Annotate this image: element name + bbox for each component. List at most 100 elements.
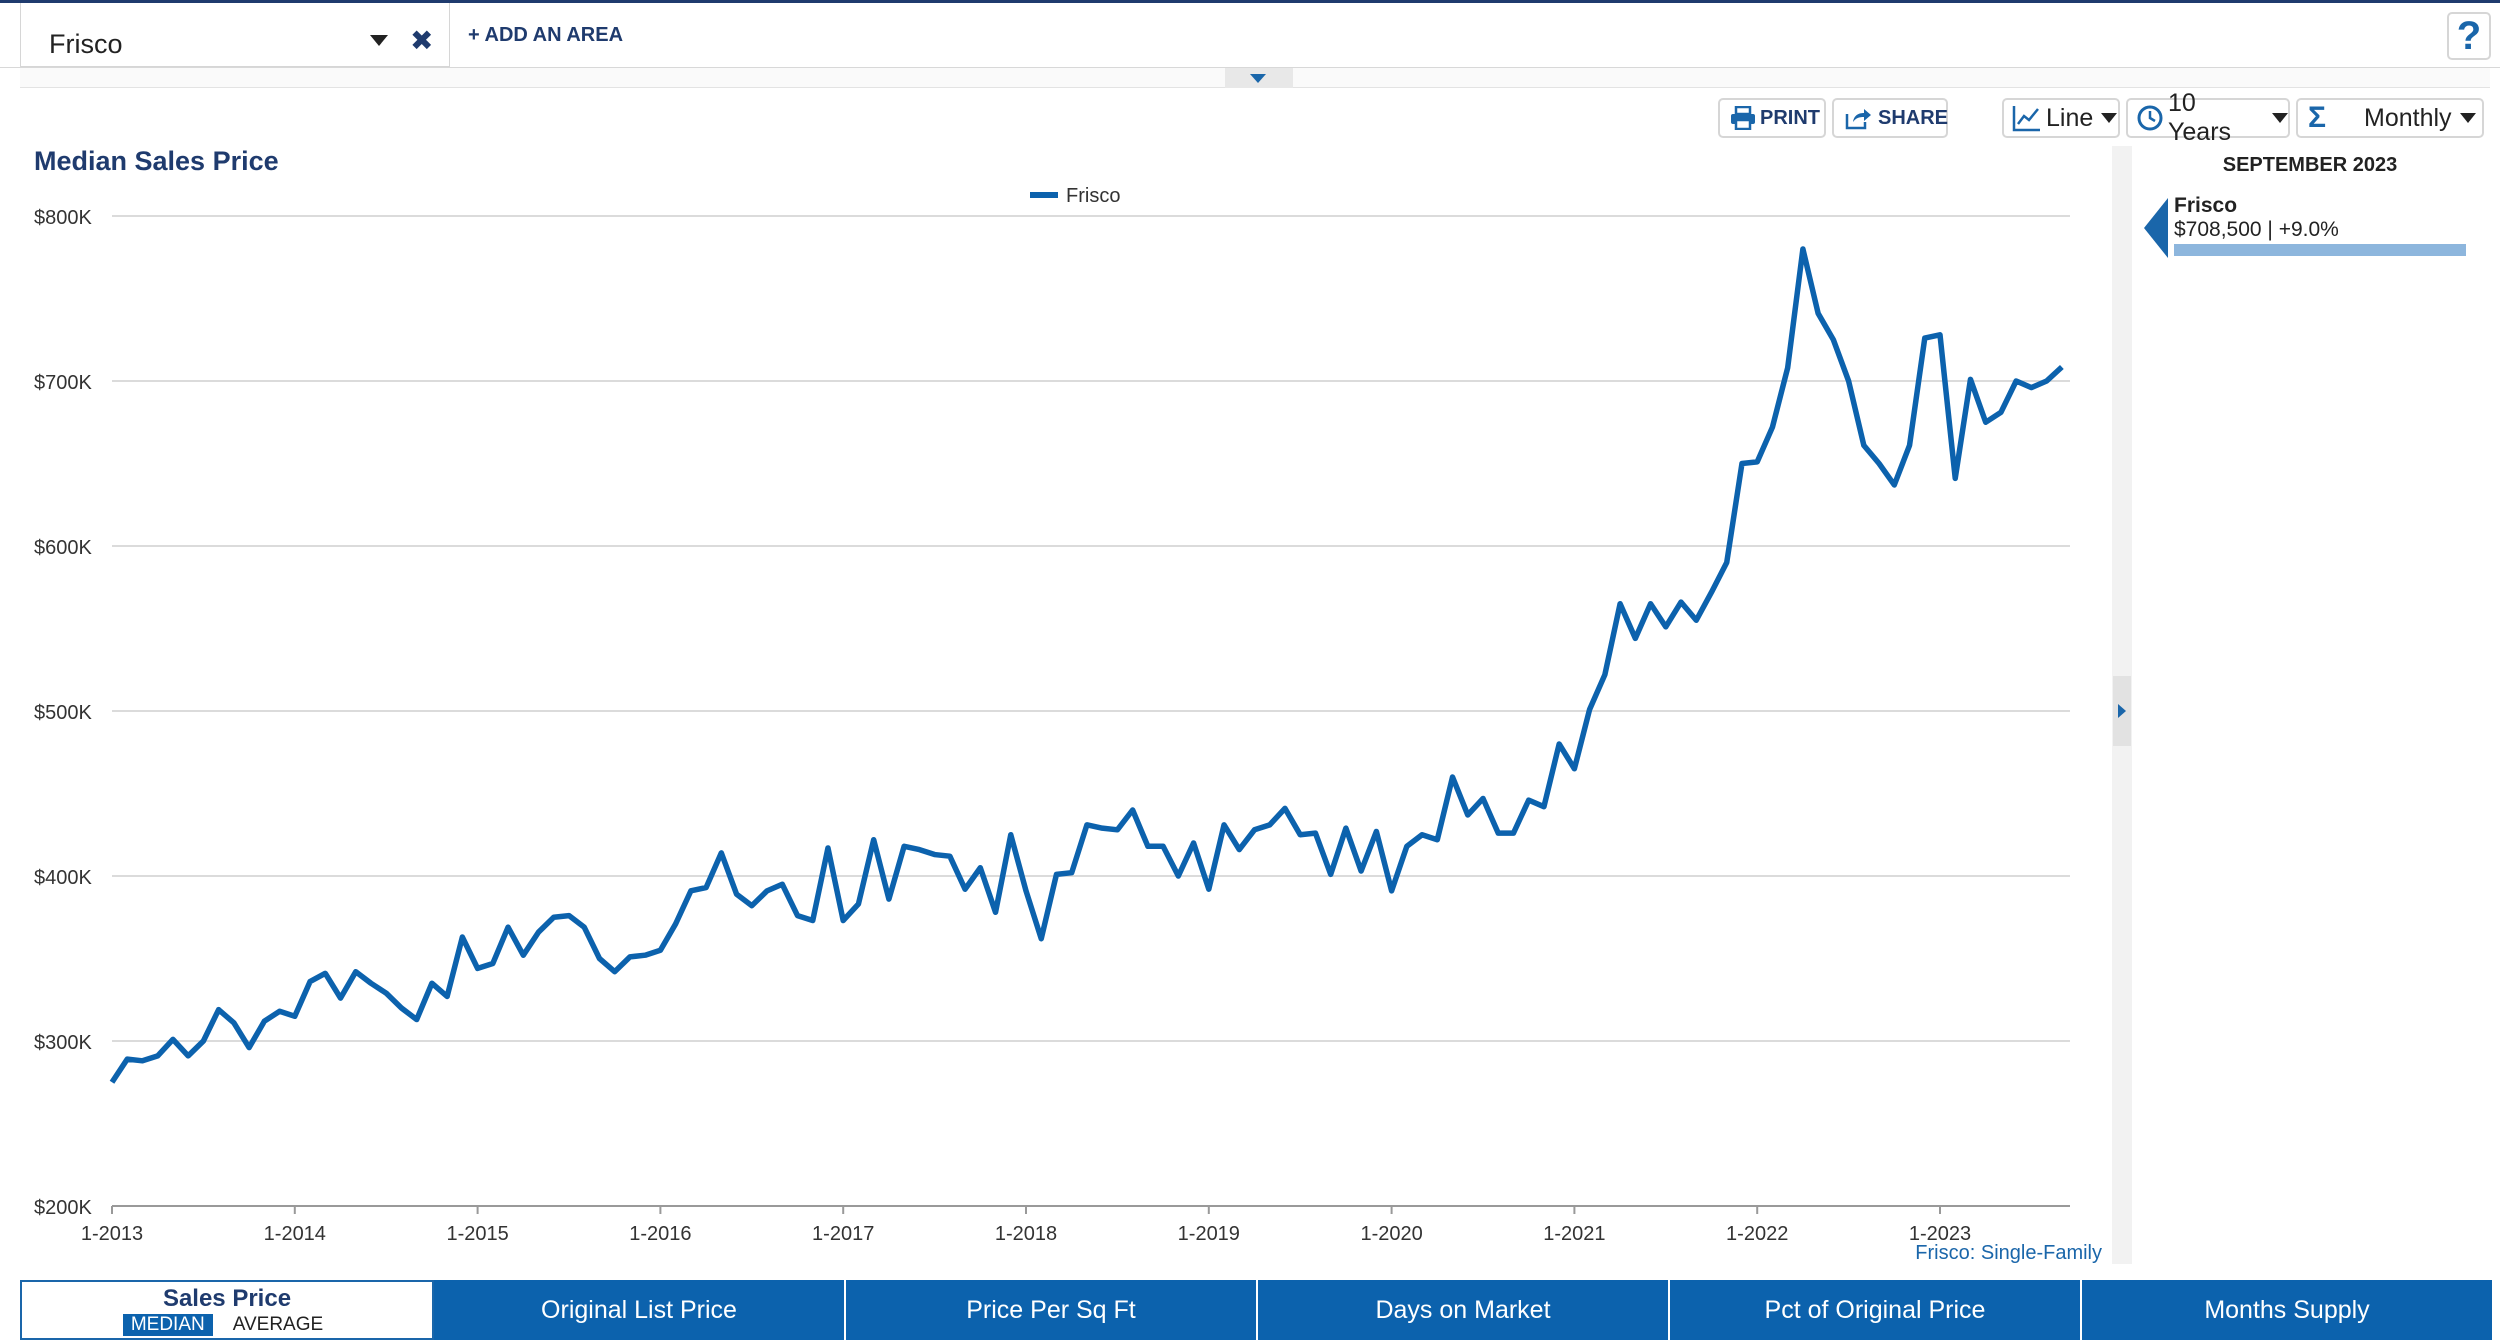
close-icon[interactable]: ✖ bbox=[410, 25, 434, 56]
data-point bbox=[932, 852, 938, 858]
data-point bbox=[977, 865, 983, 871]
data-point bbox=[1998, 409, 2004, 415]
data-point bbox=[612, 969, 618, 975]
data-point bbox=[261, 1018, 267, 1024]
grid-layer bbox=[112, 215, 2070, 1207]
data-point bbox=[1145, 843, 1151, 849]
data-point bbox=[566, 913, 572, 919]
data-point bbox=[749, 903, 755, 909]
option-median[interactable]: MEDIAN bbox=[122, 1313, 213, 1336]
print-label: PRINT bbox=[1760, 106, 1820, 129]
caret-right-icon bbox=[2118, 704, 2126, 718]
y-tick-label: $400K bbox=[34, 867, 92, 889]
data-point bbox=[1160, 843, 1166, 849]
share-button[interactable]: SHARE bbox=[1832, 98, 1948, 138]
tab-days-on-market[interactable]: Days on Market bbox=[1258, 1280, 1670, 1340]
x-tick-label: 1-2022 bbox=[1726, 1223, 1788, 1245]
chevron-down-icon[interactable] bbox=[370, 35, 388, 46]
tab-price-per-sq-ft[interactable]: Price Per Sq Ft bbox=[846, 1280, 1258, 1340]
data-point bbox=[383, 990, 389, 996]
tab-months-supply[interactable]: Months Supply bbox=[2082, 1280, 2492, 1340]
help-button[interactable]: ? bbox=[2447, 12, 2491, 60]
data-point bbox=[795, 913, 801, 919]
data-point bbox=[779, 881, 785, 887]
data-point bbox=[1617, 601, 1623, 607]
data-point bbox=[1343, 825, 1349, 831]
data-point bbox=[657, 947, 663, 953]
print-button[interactable]: PRINT bbox=[1718, 98, 1826, 138]
interval-value: Monthly bbox=[2364, 103, 2452, 132]
data-point bbox=[734, 891, 740, 897]
y-tick-label: $700K bbox=[34, 372, 92, 394]
data-point bbox=[1358, 868, 1364, 874]
data-point bbox=[688, 888, 694, 894]
range-select[interactable]: 10 Years bbox=[2126, 89, 2290, 146]
metric-tabs: Sales Price MEDIAN AVERAGE Original List… bbox=[20, 1280, 2492, 1342]
data-point bbox=[993, 909, 999, 915]
y-tick-label: $200K bbox=[34, 1197, 92, 1219]
data-point bbox=[1023, 888, 1029, 894]
caret-down-icon bbox=[1250, 74, 1266, 83]
data-point bbox=[2044, 378, 2050, 384]
data-point bbox=[1297, 832, 1303, 838]
data-point bbox=[1008, 832, 1014, 838]
data-point bbox=[825, 845, 831, 851]
data-point bbox=[1434, 837, 1440, 843]
data-point bbox=[1556, 741, 1562, 747]
data-point bbox=[581, 924, 587, 930]
data-point bbox=[1084, 822, 1090, 828]
data-point bbox=[901, 843, 907, 849]
data-point bbox=[277, 1008, 283, 1014]
tab-original-list-price[interactable]: Original List Price bbox=[434, 1280, 846, 1340]
interval-select[interactable]: Σ Monthly bbox=[2296, 98, 2484, 138]
data-point bbox=[1282, 805, 1288, 811]
data-point bbox=[429, 980, 435, 986]
tab-pct-of-original-price[interactable]: Pct of Original Price bbox=[1670, 1280, 2082, 1340]
data-point bbox=[1769, 424, 1775, 430]
chart-type-value: Line bbox=[2046, 103, 2094, 132]
data-point bbox=[353, 969, 359, 975]
data-point bbox=[764, 888, 770, 894]
x-tick-label: 1-2017 bbox=[812, 1223, 874, 1245]
data-point bbox=[810, 918, 816, 924]
data-point bbox=[505, 924, 511, 930]
data-point bbox=[1175, 873, 1181, 879]
data-point bbox=[1206, 886, 1212, 892]
data-point bbox=[855, 901, 861, 907]
data-point bbox=[139, 1058, 145, 1064]
data-point bbox=[292, 1013, 298, 1019]
data-point bbox=[1785, 365, 1791, 371]
data-point bbox=[1648, 601, 1654, 607]
data-point bbox=[1541, 804, 1547, 810]
data-point bbox=[155, 1053, 161, 1059]
chart-title: Median Sales Price bbox=[34, 146, 279, 176]
source-note[interactable]: Frisco: Single-Family bbox=[1915, 1242, 2102, 1264]
data-point bbox=[109, 1079, 115, 1085]
data-point bbox=[1815, 310, 1821, 316]
data-point bbox=[246, 1045, 252, 1051]
data-point bbox=[1312, 830, 1318, 836]
data-point bbox=[718, 850, 724, 856]
data-point bbox=[1495, 830, 1501, 836]
data-point bbox=[1130, 807, 1136, 813]
side-panel-value: $708,500 | +9.0% bbox=[2174, 218, 2339, 241]
tab-sales-price[interactable]: Sales Price MEDIAN AVERAGE bbox=[20, 1280, 434, 1340]
data-point bbox=[1236, 847, 1242, 853]
data-point bbox=[871, 837, 877, 843]
data-point bbox=[1983, 419, 1989, 425]
option-average[interactable]: AVERAGE bbox=[232, 1313, 324, 1335]
data-point bbox=[1069, 870, 1075, 876]
data-point bbox=[642, 952, 648, 958]
data-point bbox=[1465, 812, 1471, 818]
data-point bbox=[1252, 827, 1258, 833]
data-point bbox=[216, 1007, 222, 1013]
axis-layer: $200K $300K $400K $500K $600K $700K $800K 1-201… bbox=[34, 207, 1971, 1245]
data-point bbox=[520, 952, 526, 958]
chart-type-select[interactable]: Line bbox=[2002, 98, 2120, 138]
add-area-button[interactable]: + ADD AN AREA bbox=[468, 24, 624, 46]
data-point bbox=[1967, 376, 1973, 382]
pointer-marker-icon bbox=[2144, 198, 2168, 258]
data-point bbox=[1587, 706, 1593, 712]
data-point bbox=[1709, 589, 1715, 595]
printer-icon bbox=[1731, 106, 1755, 130]
